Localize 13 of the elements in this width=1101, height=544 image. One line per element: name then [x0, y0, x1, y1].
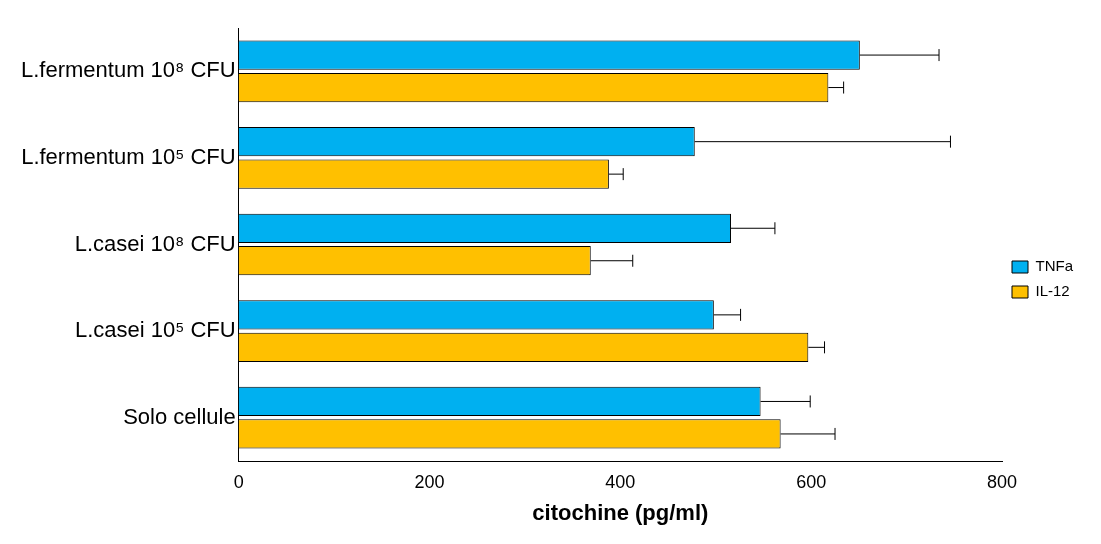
legend-label: IL-12: [1035, 282, 1070, 300]
y-tick-label: L.casei 10⁵ CFU: [74, 317, 236, 343]
y-tick-label: L.fermentum 10⁸ CFU: [21, 57, 236, 83]
legend-label: TNFa: [1035, 257, 1074, 275]
y-tick-label: L.fermentum 10⁵ CFU: [21, 143, 236, 169]
x-tick-label: 0: [233, 471, 244, 492]
x-tick-label: 800: [986, 471, 1018, 492]
x-tick-label: 200: [414, 471, 445, 492]
x-axis-title: citochine (pg/ml): [532, 499, 709, 525]
x-tick-label: 600: [796, 471, 827, 492]
y-tick-label: L.casei 10⁸ CFU: [74, 230, 236, 256]
x-tick-label: 400: [605, 471, 636, 492]
y-tick-label: Solo cellule: [123, 403, 236, 429]
